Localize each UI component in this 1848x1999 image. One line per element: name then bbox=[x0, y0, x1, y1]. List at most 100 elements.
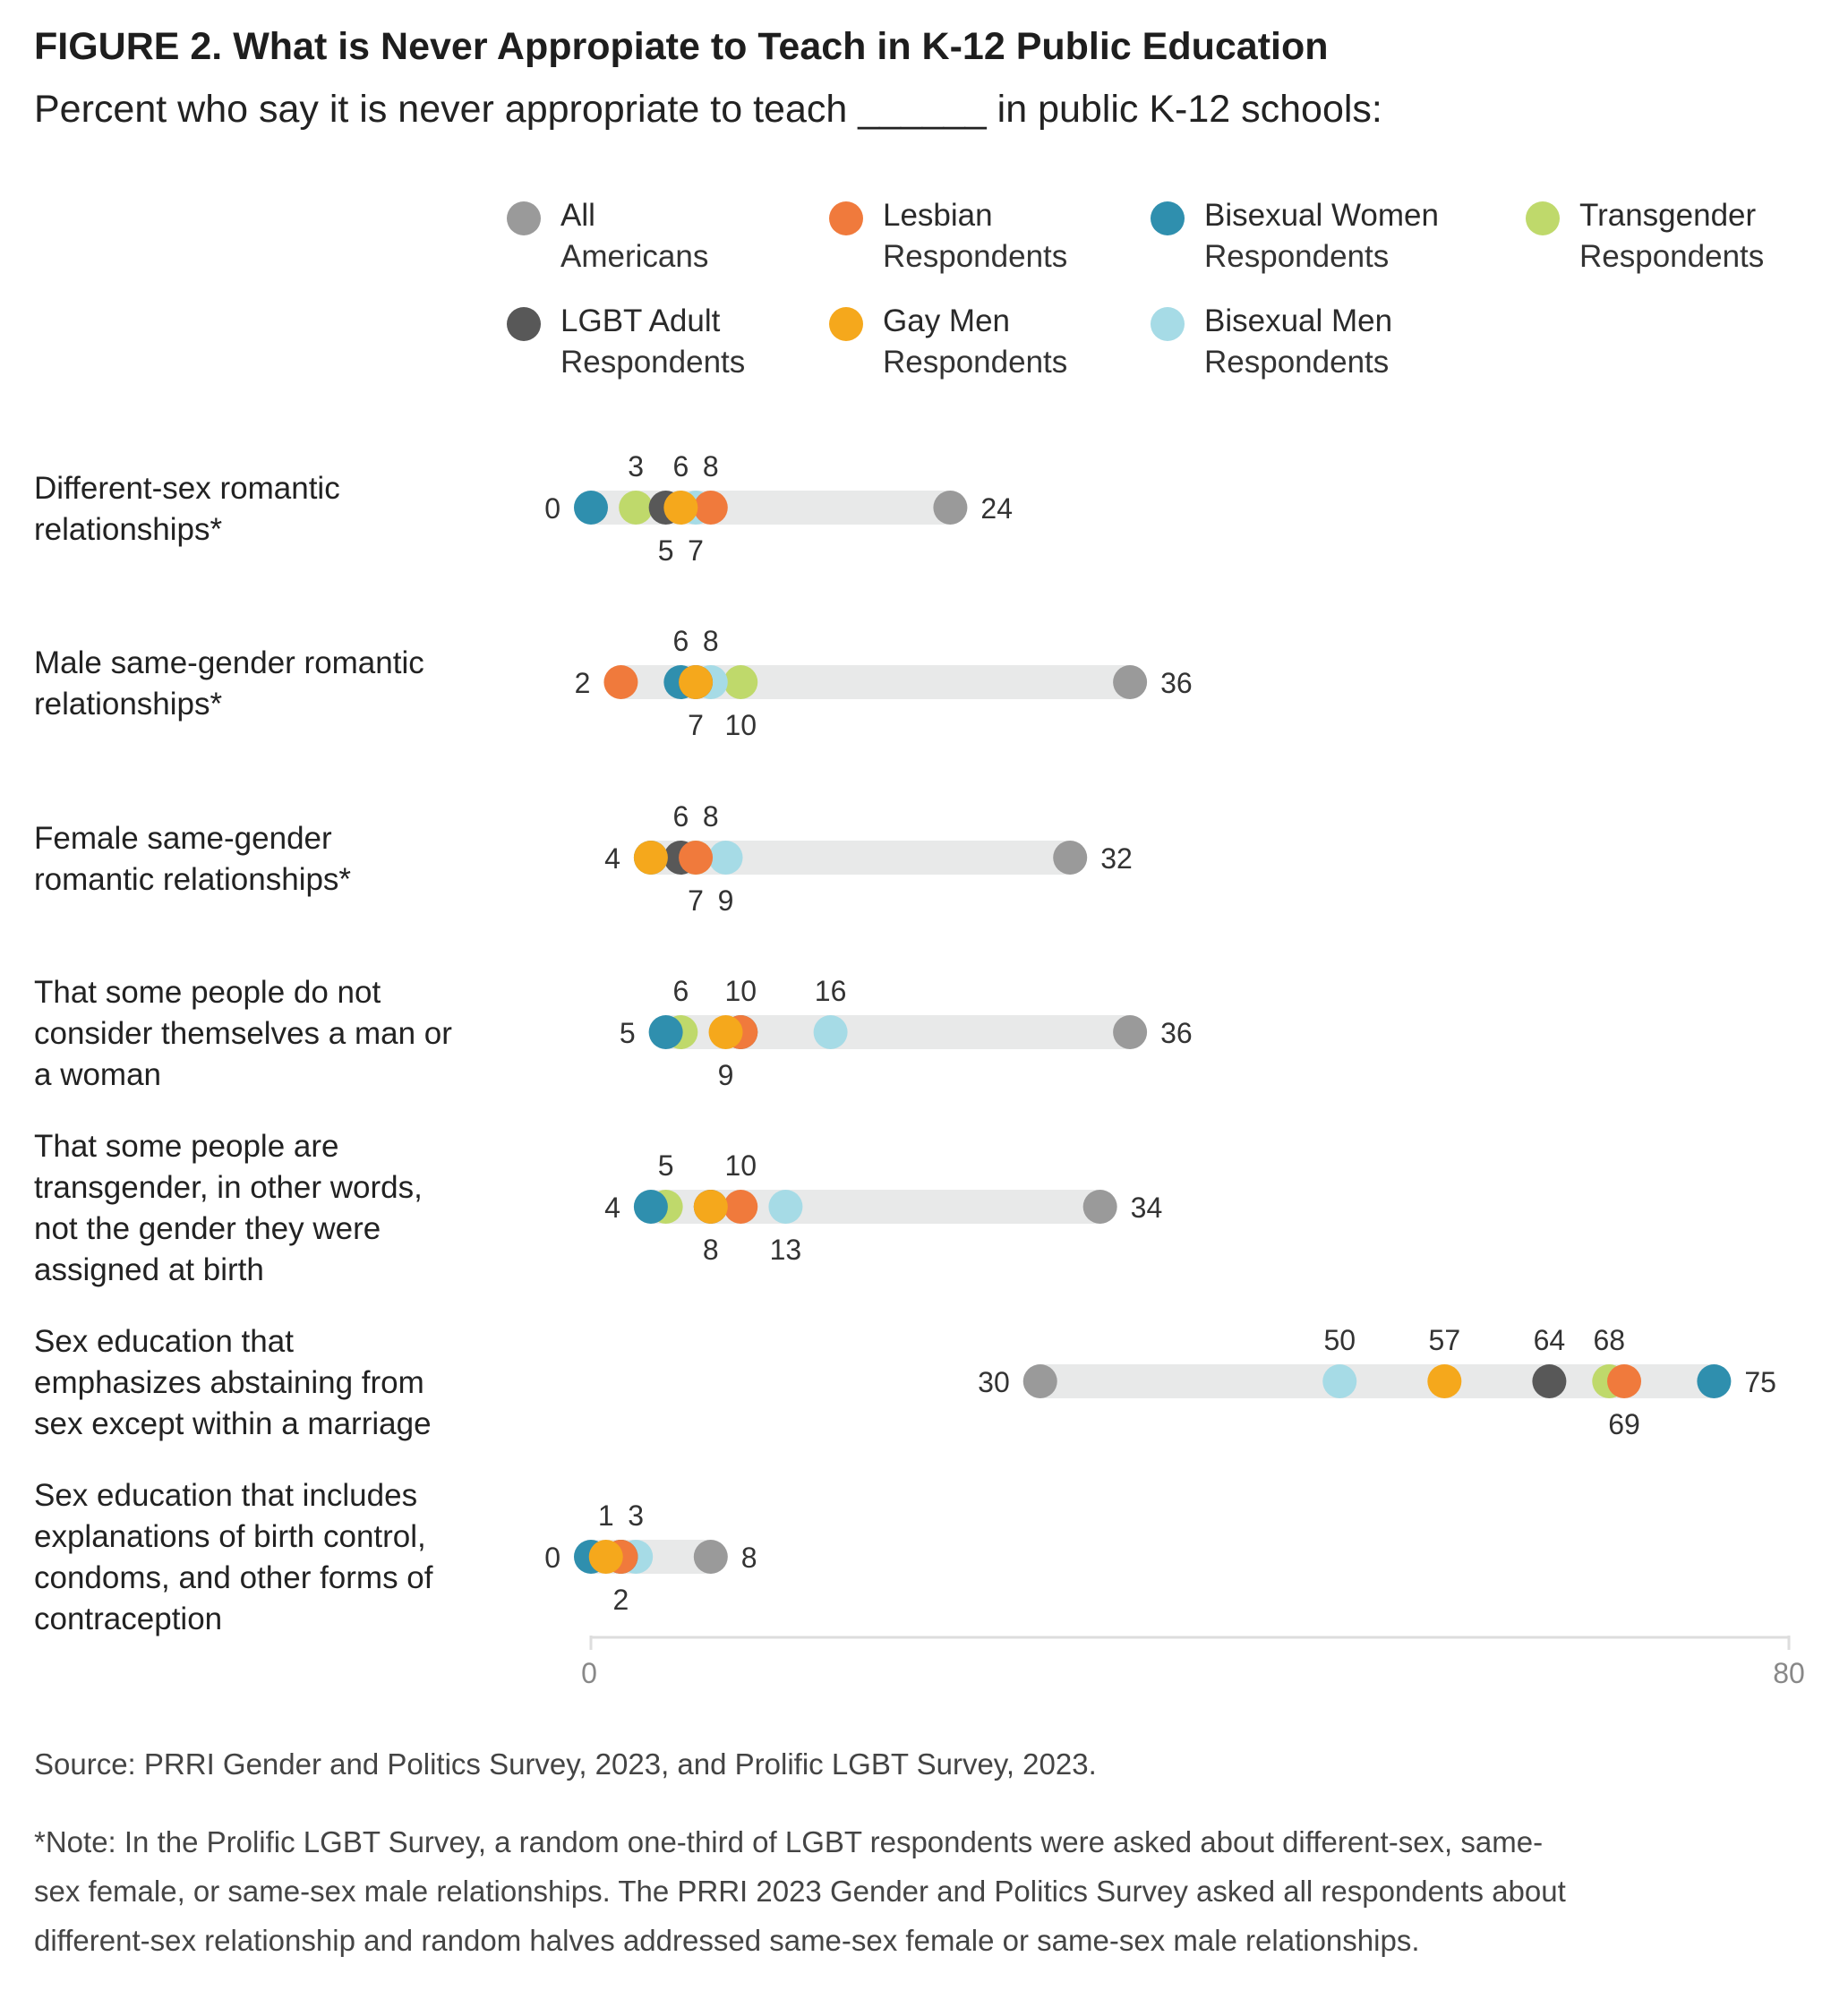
dot-marker bbox=[679, 841, 714, 875]
dot-marker bbox=[1697, 1364, 1732, 1398]
max-value-label: 34 bbox=[1131, 1192, 1163, 1224]
chart-subtitle: Percent who say it is never appropriate … bbox=[34, 88, 1382, 131]
max-value-label: 32 bbox=[1100, 842, 1133, 875]
row-label-male-same-gender: Male same-gender romantic relationships* bbox=[34, 645, 424, 722]
value-label-above: 5 bbox=[658, 1149, 674, 1182]
dot-marker bbox=[723, 665, 758, 699]
legend-label: Respondents bbox=[883, 345, 1068, 380]
legend-label: Lesbian bbox=[883, 198, 993, 233]
legend-swatch-gay-men bbox=[829, 307, 863, 341]
chart-title: FIGURE 2. What is Never Appropiate to Te… bbox=[34, 25, 1329, 68]
max-value-label: 24 bbox=[980, 492, 1013, 525]
legend-label: Transgender bbox=[1579, 198, 1757, 233]
value-label-above: 57 bbox=[1429, 1324, 1461, 1356]
dot-marker bbox=[708, 841, 743, 875]
value-label-below: 13 bbox=[770, 1234, 802, 1266]
value-label-below: 2 bbox=[613, 1584, 629, 1616]
dot-marker bbox=[648, 1015, 683, 1049]
legend-swatch-transgender bbox=[1526, 201, 1560, 235]
value-label-above: 16 bbox=[815, 975, 847, 1007]
value-label-above: 68 bbox=[1594, 1324, 1626, 1356]
value-label-above: 6 bbox=[672, 625, 689, 657]
legend-label: Bisexual Women bbox=[1204, 198, 1439, 233]
row-label-different-sex: Different-sex romantic relationships* bbox=[34, 471, 340, 547]
dot-marker bbox=[1113, 665, 1148, 699]
value-label-below: 9 bbox=[718, 1059, 734, 1091]
value-label-above: 6 bbox=[672, 450, 689, 483]
min-value-label: 4 bbox=[604, 1192, 620, 1224]
dot-marker bbox=[1022, 1364, 1057, 1398]
value-label-above: 10 bbox=[724, 1149, 757, 1182]
legend-label: Bisexual Men bbox=[1204, 303, 1393, 338]
legend-swatch-bisexual-women bbox=[1151, 201, 1185, 235]
max-value-label: 36 bbox=[1160, 667, 1193, 699]
value-label-above: 10 bbox=[724, 975, 757, 1007]
value-label-below: 9 bbox=[718, 884, 734, 917]
dot-marker bbox=[1322, 1364, 1357, 1398]
min-value-label: 30 bbox=[978, 1366, 1010, 1398]
value-label-below: 10 bbox=[724, 709, 757, 741]
value-label-below: 7 bbox=[688, 534, 704, 567]
dot-marker bbox=[693, 1190, 728, 1224]
legend-label: Respondents bbox=[1579, 239, 1765, 274]
x-tick-label: 0 bbox=[581, 1657, 597, 1689]
dot-marker bbox=[933, 491, 968, 525]
footnote: *Note: In the Prolific LGBT Survey, a ra… bbox=[34, 1825, 1566, 1957]
dot-marker bbox=[1607, 1364, 1642, 1398]
max-value-label: 36 bbox=[1160, 1017, 1193, 1049]
legend-label: All bbox=[560, 198, 595, 233]
value-label-above: 3 bbox=[628, 1499, 644, 1532]
dot-marker bbox=[574, 491, 608, 525]
value-label-above: 8 bbox=[703, 800, 719, 833]
legend-label: Respondents bbox=[883, 239, 1068, 274]
value-label-above: 1 bbox=[598, 1499, 614, 1532]
value-label-above: 3 bbox=[628, 450, 644, 483]
row-label-not-man-or-woman: That some people do not consider themsel… bbox=[34, 975, 452, 1092]
legend-label: Respondents bbox=[1204, 345, 1390, 380]
max-value-label: 8 bbox=[741, 1542, 757, 1574]
value-label-above: 6 bbox=[672, 975, 689, 1007]
legend-swatch-lesbian bbox=[829, 201, 863, 235]
min-value-label: 0 bbox=[544, 492, 560, 525]
value-label-below: 8 bbox=[703, 1234, 719, 1266]
value-label-above: 64 bbox=[1534, 1324, 1566, 1356]
dot-marker bbox=[633, 1190, 668, 1224]
dot-marker bbox=[619, 491, 654, 525]
value-label-below: 69 bbox=[1608, 1408, 1640, 1440]
dot-marker bbox=[1082, 1190, 1117, 1224]
dot-marker bbox=[693, 1540, 728, 1574]
legend-label: LGBT Adult bbox=[560, 303, 721, 338]
min-value-label: 0 bbox=[544, 1542, 560, 1574]
min-value-label: 5 bbox=[620, 1017, 636, 1049]
dot-marker bbox=[768, 1190, 803, 1224]
dot-marker bbox=[1427, 1364, 1462, 1398]
value-label-above: 50 bbox=[1323, 1324, 1356, 1356]
dot-marker bbox=[603, 665, 638, 699]
row-label-abstinence-education: Sex education that emphasizes abstaining… bbox=[34, 1324, 432, 1441]
value-label-below: 5 bbox=[658, 534, 674, 567]
dot-marker bbox=[1053, 841, 1088, 875]
min-value-label: 2 bbox=[575, 667, 591, 699]
value-label-above: 8 bbox=[703, 625, 719, 657]
source-note: Source: PRRI Gender and Politics Survey,… bbox=[34, 1747, 1097, 1781]
value-label-below: 7 bbox=[688, 884, 704, 917]
legend-swatch-bisexual-men bbox=[1151, 307, 1185, 341]
legend-label: Americans bbox=[560, 239, 709, 274]
max-value-label: 75 bbox=[1744, 1366, 1776, 1398]
dot-marker bbox=[633, 841, 668, 875]
x-tick-label: 80 bbox=[1773, 1657, 1805, 1689]
dot-marker bbox=[723, 1190, 758, 1224]
dot-marker bbox=[679, 665, 714, 699]
dot-marker bbox=[1113, 1015, 1148, 1049]
dot-marker bbox=[1532, 1364, 1567, 1398]
legend-label: Respondents bbox=[1204, 239, 1390, 274]
dot-marker bbox=[813, 1015, 848, 1049]
value-label-above: 8 bbox=[703, 450, 719, 483]
row-label-transgender: That some people are transgender, in oth… bbox=[34, 1129, 423, 1287]
legend-swatch-lgbt-adult bbox=[507, 307, 541, 341]
legend-swatch-all-americans bbox=[507, 201, 541, 235]
row-label-female-same-gender: Female same-gender romantic relationship… bbox=[34, 821, 352, 897]
dot-marker bbox=[693, 491, 728, 525]
dot-marker bbox=[588, 1540, 623, 1574]
